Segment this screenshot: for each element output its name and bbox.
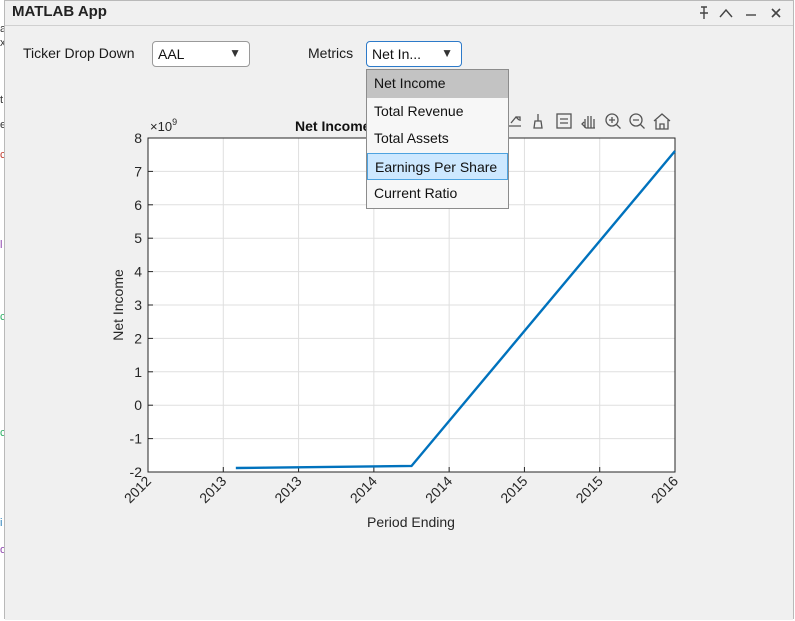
- y-tick-label: 8: [134, 130, 142, 146]
- ticker-label: Ticker Drop Down: [23, 45, 135, 61]
- y-tick-label: -2: [130, 464, 143, 480]
- background-fragment: a: [0, 24, 4, 35]
- background-fragment: x: [0, 38, 4, 49]
- menu-item-net-income[interactable]: Net Income: [367, 70, 508, 98]
- y-tick-label: -1: [130, 431, 143, 447]
- y-tick-label: 0: [134, 397, 142, 413]
- metrics-label: Metrics: [308, 45, 354, 61]
- axes-toolbar: [509, 113, 671, 130]
- export-icon[interactable]: [509, 116, 521, 127]
- exponent-label: ×109: [150, 117, 177, 134]
- menu-item-current-ratio[interactable]: Current Ratio: [374, 185, 458, 202]
- zoom-out-icon[interactable]: [629, 113, 645, 129]
- menu-item-total-revenue[interactable]: Total Revenue: [374, 102, 464, 119]
- pin-icon[interactable]: [695, 4, 713, 22]
- background-fragment: e: [0, 120, 4, 131]
- background-fragment: t: [0, 95, 4, 106]
- y-tick-label: 1: [134, 364, 142, 380]
- brush-icon[interactable]: [533, 114, 543, 129]
- x-tick-label: 2013: [196, 473, 229, 506]
- net-income-series-line: [235, 150, 676, 470]
- app-content: Ticker Drop Down AAL ▼ Metrics Net In...…: [5, 25, 793, 620]
- background-app-strip: a x t e c l c c i o: [0, 0, 6, 621]
- y-axis-label: Net Income: [110, 269, 126, 341]
- zoom-in-icon[interactable]: [605, 113, 621, 129]
- x-tick-label: 2013: [271, 473, 304, 506]
- background-fragment: c: [0, 428, 4, 439]
- y-tick-label: 7: [134, 163, 142, 179]
- background-fragment: c: [0, 312, 4, 323]
- ticker-dropdown-value: AAL: [158, 46, 185, 62]
- x-axis: 2012 2013 2013 2014 2014 2015 2015 2016: [121, 467, 681, 506]
- background-fragment: i: [0, 518, 3, 529]
- home-icon[interactable]: [653, 113, 671, 130]
- ticker-dropdown[interactable]: AAL ▼: [152, 41, 250, 67]
- x-axis-label: Period Ending: [367, 514, 455, 530]
- chart-title: Net Income: [295, 118, 371, 134]
- y-tick-label: 4: [134, 264, 142, 280]
- minimize-icon[interactable]: [742, 4, 760, 22]
- undock-icon[interactable]: [717, 4, 735, 22]
- metrics-dropdown-value: Net In...: [372, 46, 422, 62]
- chevron-down-icon: ▼: [229, 46, 241, 60]
- metrics-dropdown[interactable]: Net In... ▼: [366, 41, 462, 67]
- pan-icon[interactable]: [581, 116, 595, 129]
- metrics-dropdown-menu: Net Income Total Revenue Total Assets Ea…: [366, 69, 509, 209]
- menu-item-earnings-per-share[interactable]: Earnings Per Share: [367, 152, 508, 181]
- y-tick-label: 6: [134, 197, 142, 213]
- background-fragment: c: [0, 150, 4, 161]
- y-tick-label: 3: [134, 297, 142, 313]
- y-tick-label: 5: [134, 230, 142, 246]
- x-tick-label: 2015: [497, 473, 530, 506]
- x-tick-label: 2016: [648, 473, 681, 506]
- x-tick-label: 2012: [121, 473, 154, 506]
- background-fragment: l: [0, 240, 3, 251]
- data-tips-icon[interactable]: [556, 113, 572, 129]
- menu-item-total-assets[interactable]: Total Assets: [374, 130, 449, 147]
- x-tick-label: 2014: [422, 473, 455, 506]
- background-fragment: o: [0, 545, 4, 556]
- y-tick-label: 2: [134, 330, 142, 346]
- matlab-app-window: MATLAB App Ticker Drop Down AAL ▼ Metric…: [4, 0, 794, 620]
- close-icon[interactable]: [767, 4, 785, 22]
- title-bar: MATLAB App: [5, 1, 793, 25]
- chevron-down-icon: ▼: [441, 46, 453, 60]
- x-tick-label: 2015: [572, 473, 605, 506]
- y-axis: 8 7 6 5 4 3 2 1 0 -1 -2: [130, 130, 153, 480]
- x-tick-label: 2014: [347, 473, 380, 506]
- window-title: MATLAB App: [12, 3, 107, 20]
